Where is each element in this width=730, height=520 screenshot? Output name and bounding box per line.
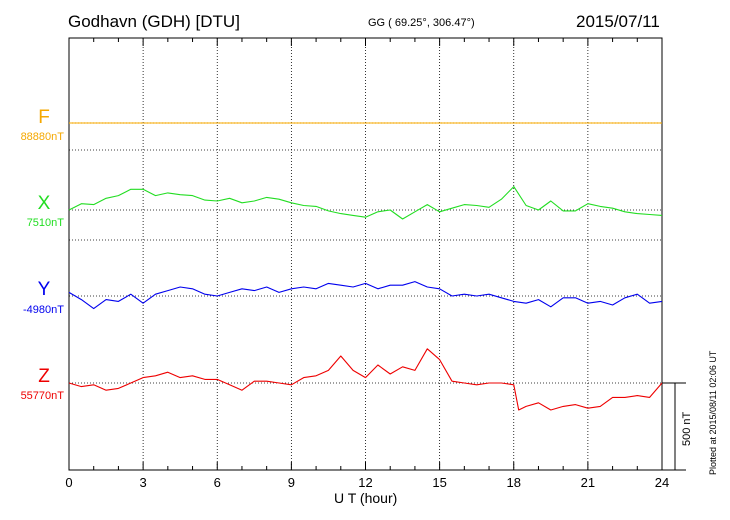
x-tick-label: 12 — [358, 475, 372, 490]
label-x: X — [37, 193, 51, 214]
series-line-y — [68, 281, 663, 310]
chart-date: 2015/07/11 — [576, 12, 660, 31]
x-tick-label: 24 — [655, 475, 669, 490]
series-line-x — [68, 186, 663, 220]
x-tick-label: 6 — [214, 475, 221, 490]
series-line-z — [68, 348, 663, 411]
baseline-f: 88880nT — [20, 131, 64, 143]
x-tick-label: 0 — [65, 475, 72, 490]
baseline-z: 55770nT — [20, 390, 64, 402]
label-y: Y — [37, 279, 51, 300]
x-tick-label: 21 — [581, 475, 595, 490]
baseline-y: -4980nT — [23, 304, 64, 316]
geographic-coordinates: GG ( 69.25°, 306.47°) — [368, 17, 475, 29]
x-tick-label: 3 — [140, 475, 147, 490]
x-tick-label: 18 — [507, 475, 521, 490]
x-axis-label: U T (hour) — [334, 490, 398, 506]
x-tick-label: 15 — [432, 475, 446, 490]
label-z: Z — [38, 366, 50, 387]
x-tick-label: 9 — [288, 475, 295, 490]
scale-bar-label: 500 nT — [681, 411, 693, 446]
station-title: Godhavn (GDH) [DTU] — [68, 12, 240, 31]
label-f: F — [38, 107, 50, 128]
plotted-timestamp: Plotted at 2015/08/11 02:06 UT — [708, 350, 718, 475]
baseline-x: 7510nT — [26, 217, 64, 229]
